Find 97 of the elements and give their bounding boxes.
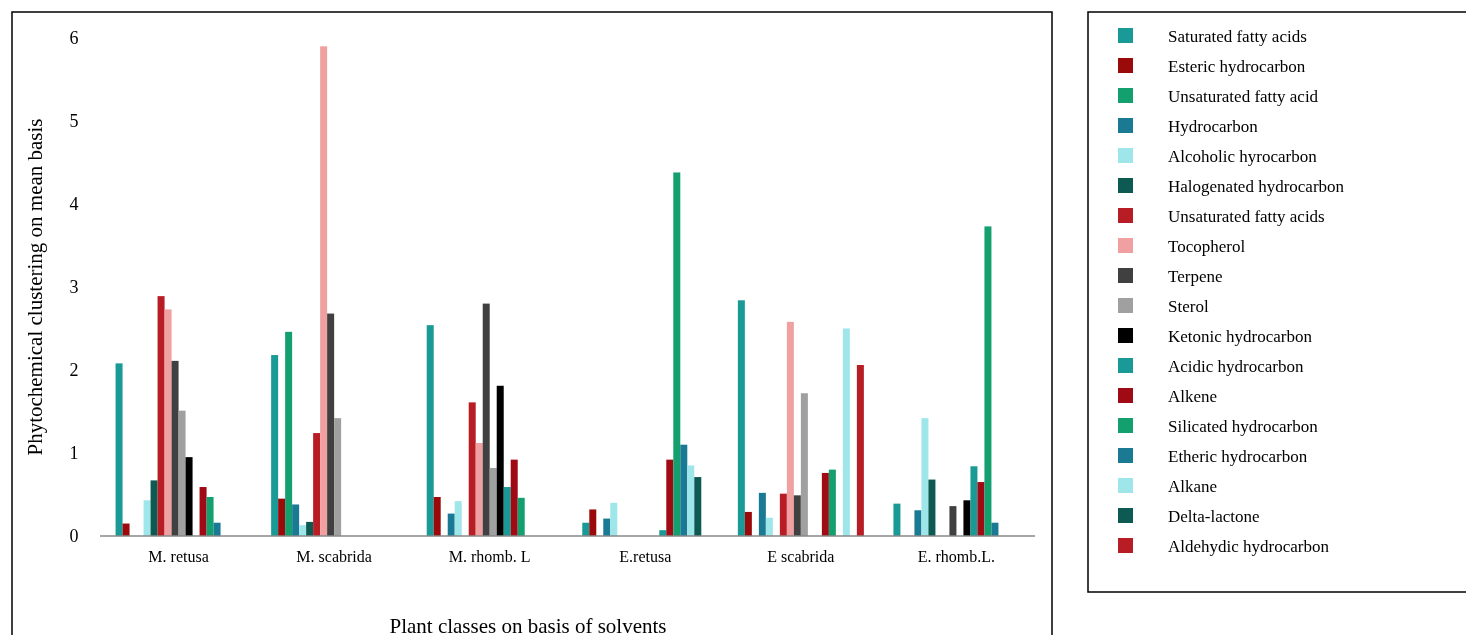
bar: [856, 365, 864, 536]
legend-label: Hydrocarbon: [1168, 116, 1259, 136]
bar: [171, 360, 179, 536]
x-tick-label: M. retusa: [148, 548, 209, 565]
bar: [299, 525, 307, 536]
bar: [447, 513, 455, 536]
bar: [313, 433, 321, 536]
bar: [503, 487, 511, 536]
bar: [893, 503, 901, 536]
y-tick-label: 1: [69, 443, 79, 464]
y-axis-title: Phytochemical clustering on mean basis: [23, 118, 47, 456]
bar: [306, 521, 314, 536]
bar: [468, 402, 476, 536]
bar: [921, 418, 929, 536]
bar: [694, 477, 702, 536]
legend-label: Alkane: [1168, 476, 1218, 496]
bar: [327, 313, 335, 536]
bar: [178, 410, 186, 536]
bar: [143, 500, 151, 536]
bar: [482, 303, 490, 536]
bar: [963, 500, 971, 536]
bar: [285, 331, 293, 536]
bar: [157, 296, 165, 536]
bar: [786, 321, 794, 536]
bar: [517, 497, 525, 536]
x-tick-label: E. rhomb.L.: [917, 548, 996, 565]
bar: [475, 443, 483, 536]
bar: [433, 496, 441, 536]
bar: [489, 467, 497, 536]
bar: [603, 518, 611, 536]
bar: [793, 495, 801, 536]
bar: [758, 492, 766, 536]
y-tick-label: 0: [69, 526, 79, 547]
bar: [334, 418, 342, 536]
legend-label: Acidic hydrocarbon: [1168, 356, 1304, 376]
legend-label: Delta-lactone: [1168, 506, 1260, 526]
bar: [510, 459, 518, 536]
bar: [977, 482, 985, 536]
bar: [115, 363, 123, 536]
bar: [185, 457, 193, 536]
bar: [589, 509, 597, 536]
bar: [842, 328, 850, 536]
bar: [582, 522, 590, 536]
legend-label: Sterol: [1168, 296, 1209, 316]
bar: [454, 501, 462, 536]
bar: [970, 466, 978, 536]
x-tick-label: E.retusa: [619, 548, 672, 565]
y-tick-label: 2: [69, 360, 79, 381]
bar: [292, 504, 300, 536]
bar: [765, 517, 773, 536]
bar: [666, 459, 674, 536]
bar: [800, 393, 808, 536]
bar: [680, 444, 688, 536]
bar: [496, 385, 504, 536]
legend-label: Unsaturated fatty acid: [1168, 86, 1319, 106]
bar: [984, 226, 992, 536]
bar: [928, 479, 936, 536]
legend-label: Alcoholic hyrocarbon: [1168, 146, 1318, 166]
bar: [991, 522, 999, 536]
bar: [150, 480, 158, 536]
legend-label: Unsaturated fatty acids: [1168, 206, 1325, 226]
bar: [320, 46, 328, 536]
bar: [278, 498, 286, 536]
bar: [610, 502, 618, 536]
bar: [164, 309, 172, 536]
bar: [914, 510, 922, 536]
bar: [779, 493, 787, 536]
y-tick-label: 3: [69, 277, 79, 298]
legend-label: Esteric hydrocarbon: [1168, 56, 1306, 76]
bar: [426, 325, 434, 536]
y-tick-label: 5: [69, 111, 79, 132]
legend-label: Alkene: [1168, 386, 1218, 406]
legend-label: Saturated fatty acids: [1168, 26, 1307, 46]
y-tick-label: 6: [69, 28, 79, 49]
y-tick-label: 4: [69, 194, 79, 215]
bar: [199, 487, 207, 536]
legend-label: Aldehydic hydrocarbon: [1168, 536, 1330, 556]
bar: [271, 355, 279, 536]
x-tick-label: M. scabrida: [296, 548, 372, 565]
x-tick-label: E scabrida: [767, 548, 835, 565]
bar: [828, 469, 836, 536]
bar: [744, 511, 752, 536]
x-tick-label: M. rhomb. L: [448, 548, 531, 565]
bar: [213, 522, 221, 536]
legend-label: Silicated hydrocarbon: [1168, 416, 1319, 436]
bar: [949, 506, 957, 536]
legend-label: Halogenated hydrocarbon: [1168, 176, 1345, 196]
bar: [673, 172, 681, 536]
legend-label: Etheric hydrocarbon: [1168, 446, 1308, 466]
bar: [206, 496, 214, 536]
legend-label: Ketonic hydrocarbon: [1168, 326, 1313, 346]
bar: [737, 300, 745, 536]
legend-label: Terpene: [1168, 266, 1223, 286]
x-axis-title: Plant classes on basis of solvents: [389, 614, 667, 635]
bar: [687, 465, 695, 536]
bar: [821, 472, 829, 536]
legend-label: Tocopherol: [1168, 236, 1246, 256]
